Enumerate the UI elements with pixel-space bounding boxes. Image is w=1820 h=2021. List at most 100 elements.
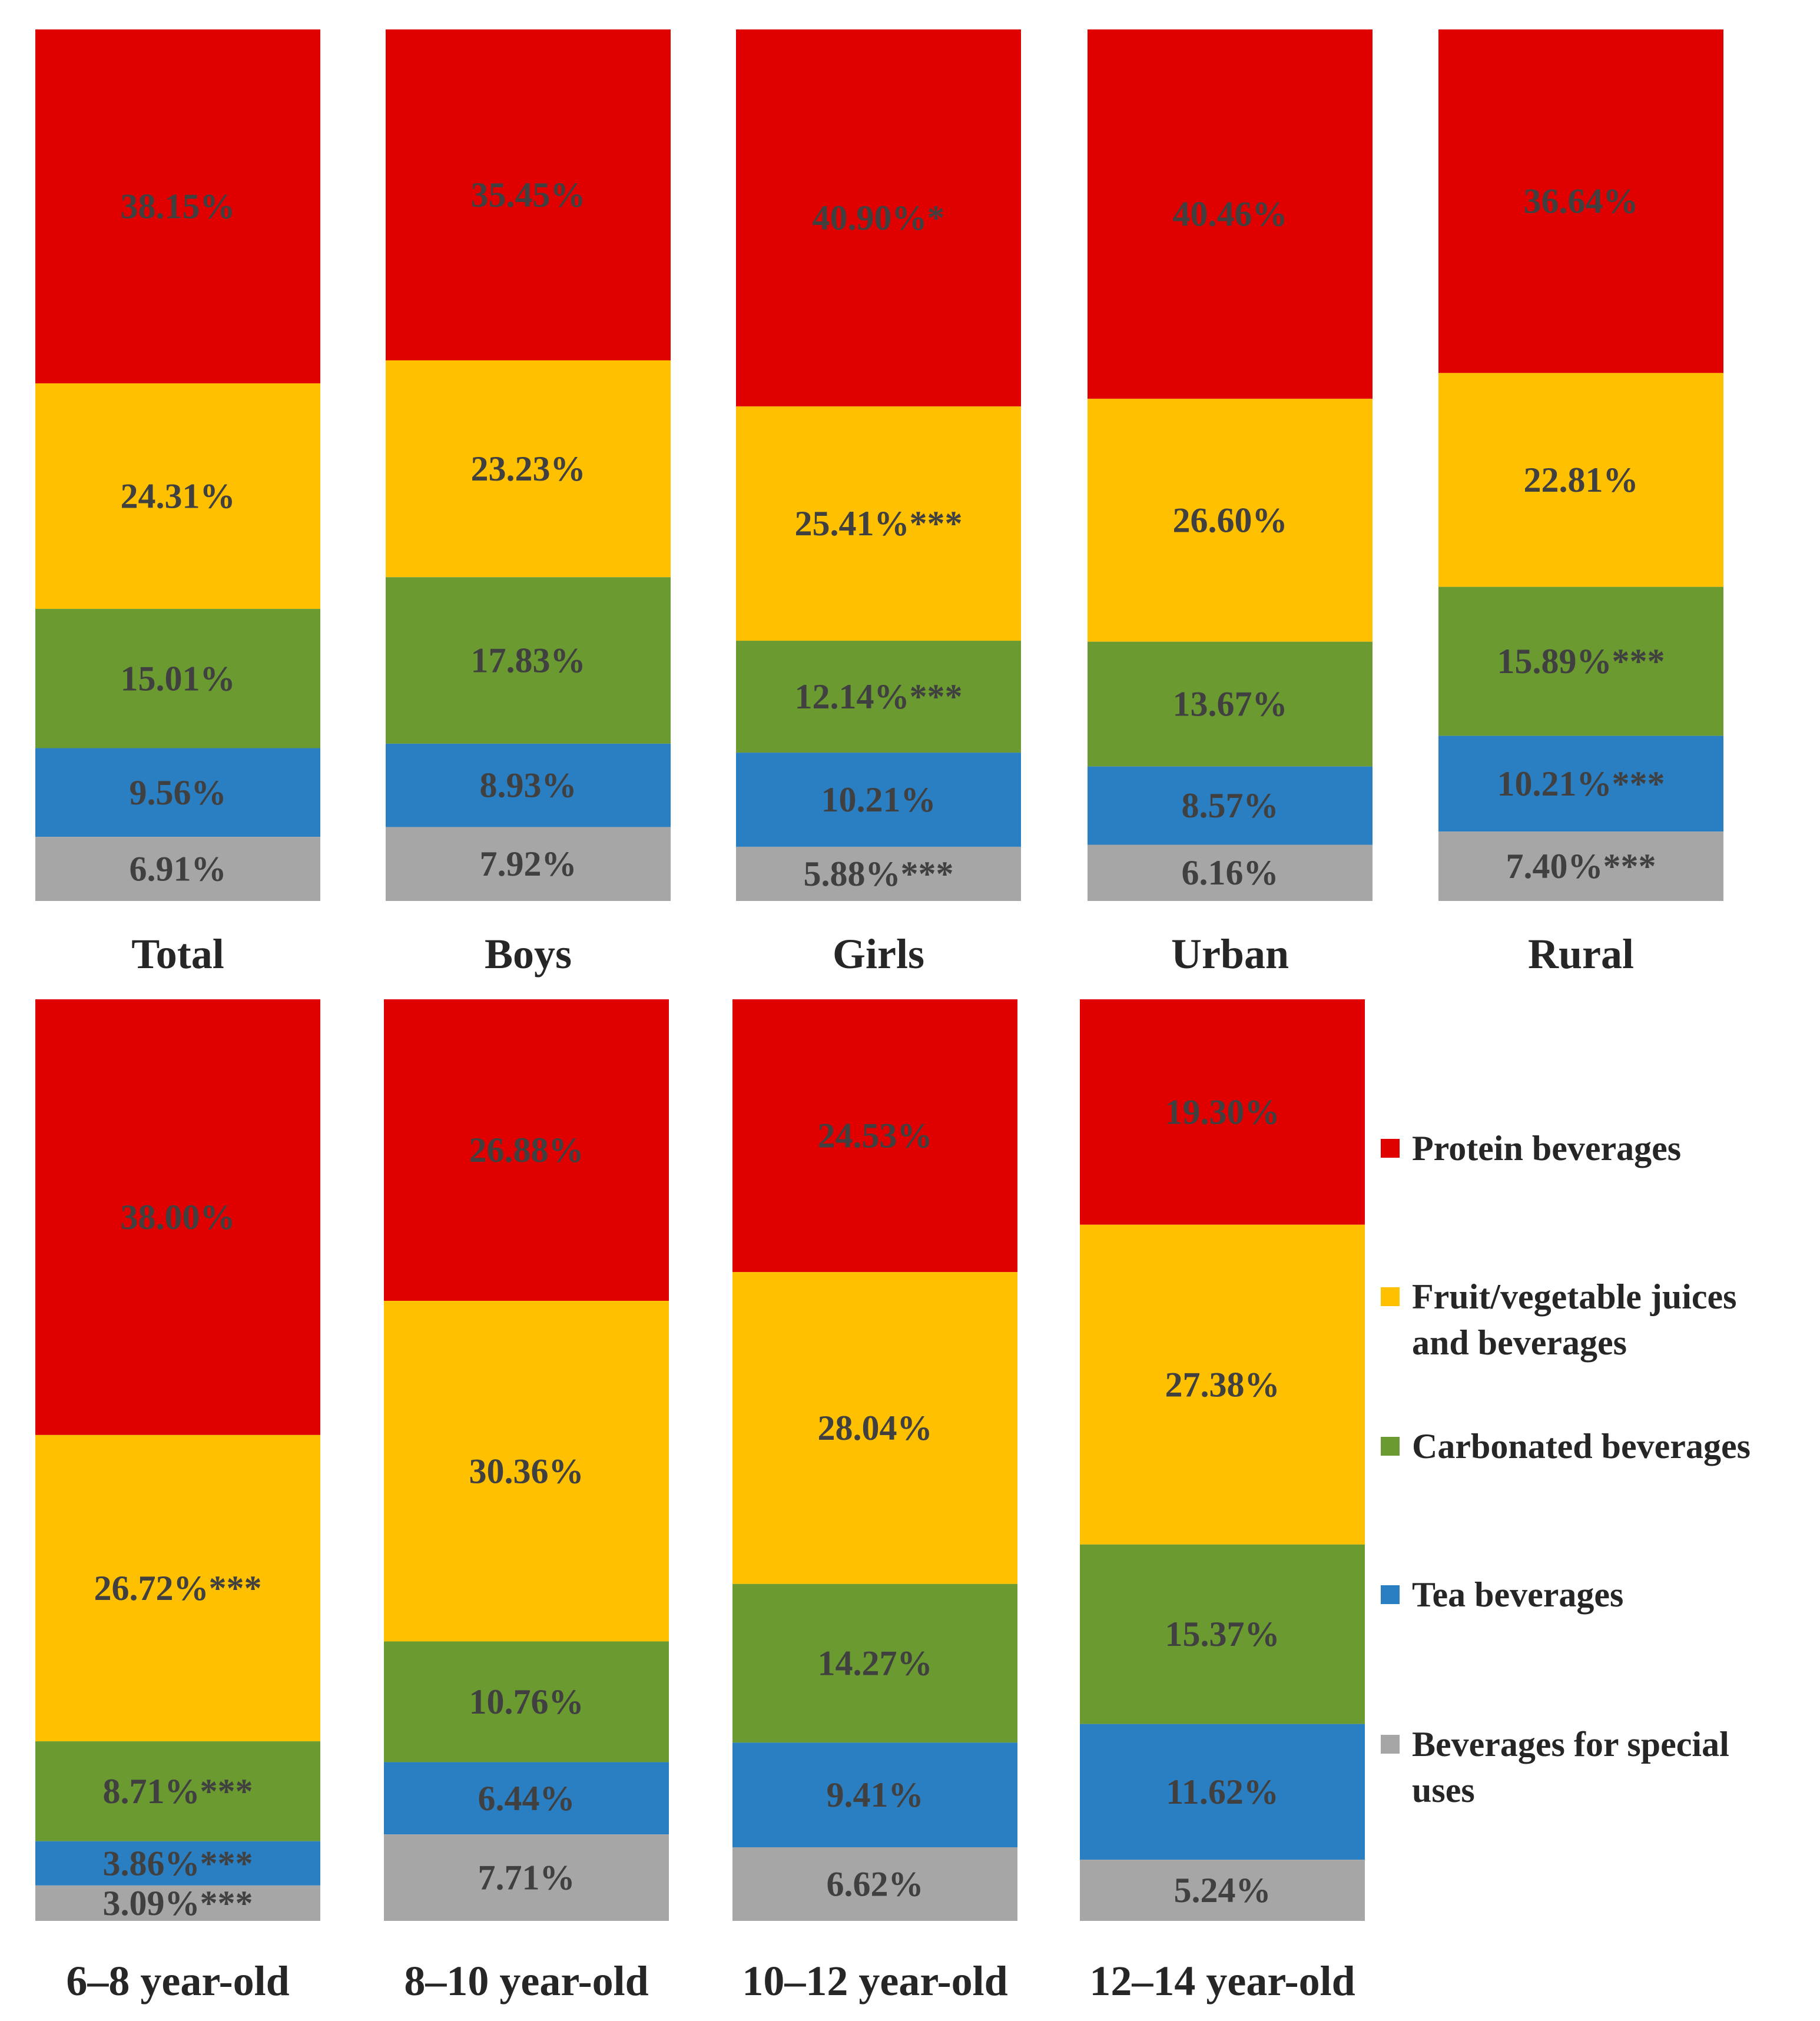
bar-segment-carbonated — [732, 1583, 1017, 1743]
bar-segment-carbonated — [1080, 1544, 1365, 1724]
bar-segment-protein — [35, 29, 320, 384]
bar-segment-carbonated — [736, 641, 1021, 753]
data-label-carbonated: 15.89%*** — [1497, 642, 1665, 681]
data-label-juice: 26.60% — [1173, 501, 1288, 539]
data-label-special: 5.88%*** — [804, 854, 954, 893]
legend-swatch — [1381, 1437, 1400, 1456]
bar-segment-protein — [1438, 29, 1723, 373]
legend-item-special: Beverages for special uses — [1381, 1725, 1729, 1810]
legend-item-juice: Fruit/vegetable juices and beverages — [1381, 1277, 1737, 1362]
data-label-special: 5.24% — [1174, 1871, 1271, 1910]
legend-label: Protein beverages — [1412, 1129, 1681, 1168]
data-label-protein: 24.53% — [818, 1116, 933, 1155]
bar-segment-tea — [35, 1841, 320, 1886]
legend-swatch — [1381, 1735, 1400, 1754]
category-label: 6–8 year-old — [66, 1957, 289, 2005]
data-label-carbonated: 15.01% — [121, 659, 236, 698]
bar-segment-juice — [35, 1434, 320, 1742]
bar-segment-carbonated — [1088, 641, 1373, 767]
data-label-special: 7.92% — [480, 844, 577, 883]
legend: Protein beverages Fruit/vegetable juices a… — [1381, 1129, 1751, 1810]
bar-segment-special — [35, 837, 320, 901]
data-label-special: 3.09%*** — [103, 1884, 253, 1923]
data-label-juice: 25.41%*** — [795, 504, 963, 543]
data-label-special: 6.16% — [1182, 853, 1279, 892]
data-label-protein: 36.64% — [1524, 182, 1639, 221]
bar-group: 38.00% 26.72%*** 8.71%*** 3.86%***3.09%*** 6… — [35, 999, 320, 2005]
category-label: Rural — [1528, 930, 1634, 978]
bar-group: 26.88% 30.36% 10.76% 6.44% 7.71% 8–10 year-ol… — [384, 999, 669, 2005]
category-label: Urban — [1171, 930, 1289, 978]
bar-segment-tea — [732, 1742, 1017, 1847]
bar-group: 19.30% 27.38% 15.37% 11.62% 5.24% 12–14 year-… — [1080, 999, 1365, 2005]
bar-segment-juice — [386, 360, 671, 578]
data-label-protein: 40.90%* — [813, 198, 945, 237]
legend-label: and beverages — [1412, 1323, 1627, 1362]
data-label-carbonated: 10.76% — [469, 1682, 584, 1721]
data-label-tea: 10.21% — [821, 780, 936, 819]
bar-segment-tea — [384, 1762, 669, 1835]
data-label-carbonated: 13.67% — [1173, 685, 1288, 724]
data-label-protein: 38.00% — [121, 1198, 236, 1237]
data-label-tea: 8.57% — [1182, 786, 1279, 825]
data-label-special: 6.62% — [827, 1864, 924, 1903]
category-label: 8–10 year-old — [404, 1957, 648, 2005]
data-label-special: 7.71% — [478, 1858, 575, 1897]
category-label: 12–14 year-old — [1089, 1957, 1355, 2005]
bar-segment-protein — [736, 29, 1021, 407]
bars-layer: 38.15% 24.31% 15.01% 9.56% 6.91% Total 35.45% 2… — [35, 29, 1723, 2005]
bar-segment-carbonated — [35, 1741, 320, 1841]
legend-item-tea: Tea beverages — [1381, 1575, 1623, 1614]
data-label-juice: 23.23% — [471, 449, 586, 488]
bar-segment-juice — [1080, 1224, 1365, 1545]
legend-label: Fruit/vegetable juices — [1412, 1277, 1737, 1316]
bar-segment-protein — [732, 999, 1017, 1273]
category-label: Total — [131, 930, 224, 978]
bar-segment-juice — [384, 1301, 669, 1642]
data-label-protein: 40.46% — [1173, 195, 1288, 234]
bar-segment-carbonated — [386, 577, 671, 744]
bar-group: 40.90%* 25.41%*** 12.14%*** 10.21% 5.88%*** G… — [736, 29, 1021, 978]
bar-segment-tea — [736, 753, 1021, 847]
bar-segment-juice — [1438, 373, 1723, 587]
bar-segment-tea — [386, 743, 671, 827]
legend-label: uses — [1412, 1771, 1475, 1810]
data-label-carbonated: 8.71%*** — [103, 1772, 253, 1811]
data-label-carbonated: 15.37% — [1165, 1615, 1280, 1654]
data-label-juice: 30.36% — [469, 1452, 584, 1490]
bar-segment-juice — [736, 406, 1021, 641]
bar-segment-carbonated — [1438, 587, 1723, 736]
bar-group: 24.53% 28.04% 14.27% 9.41% 6.62% 10–12 year-o… — [732, 999, 1017, 2005]
legend-label: Beverages for special — [1412, 1725, 1729, 1764]
category-label: 10–12 year-old — [742, 1957, 1007, 2005]
data-label-juice: 28.04% — [818, 1409, 933, 1447]
bar-segment-protein — [384, 999, 669, 1301]
bar-segment-tea — [1438, 735, 1723, 832]
bar-segment-special — [1088, 844, 1373, 901]
data-label-tea: 3.86%*** — [103, 1844, 253, 1883]
data-label-tea: 6.44% — [478, 1779, 575, 1818]
data-label-special: 6.91% — [130, 850, 227, 889]
bar-segment-juice — [1088, 399, 1373, 642]
bar-segment-carbonated — [384, 1641, 669, 1762]
data-label-special: 7.40%*** — [1506, 847, 1656, 886]
bar-segment-protein — [1088, 29, 1373, 399]
bar-segment-protein — [35, 999, 320, 1435]
bar-segment-juice — [35, 383, 320, 609]
data-label-protein: 26.88% — [469, 1131, 584, 1169]
bar-segment-special — [732, 1847, 1017, 1921]
data-label-protein: 38.15% — [121, 187, 236, 226]
data-label-protein: 19.30% — [1165, 1092, 1280, 1131]
legend-swatch — [1381, 1287, 1400, 1306]
data-label-tea: 10.21%*** — [1497, 764, 1665, 803]
data-label-tea: 9.56% — [130, 773, 227, 812]
legend-swatch — [1381, 1585, 1400, 1604]
legend-label: Tea beverages — [1412, 1575, 1623, 1614]
bar-segment-tea — [35, 748, 320, 837]
legend-item-protein: Protein beverages — [1381, 1129, 1681, 1168]
bar-segment-special — [384, 1834, 669, 1921]
bar-segment-special — [1438, 831, 1723, 901]
bar-segment-special — [35, 1885, 320, 1921]
data-label-juice: 27.38% — [1165, 1365, 1280, 1404]
bar-segment-special — [736, 846, 1021, 901]
